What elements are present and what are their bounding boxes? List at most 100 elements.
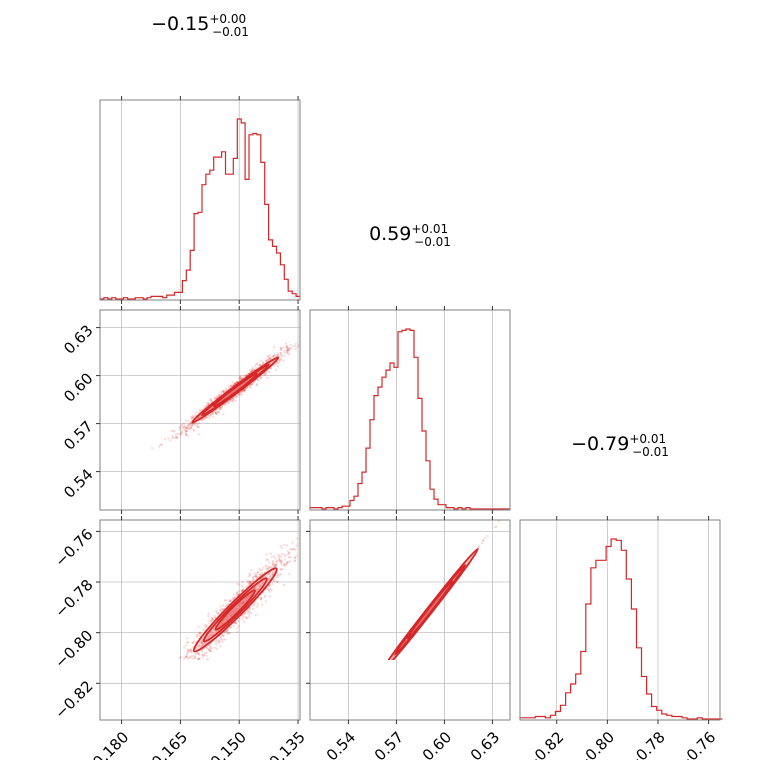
sample-point (385, 276, 387, 278)
contours-2-0 (192, 567, 278, 653)
sample-point (244, 374, 247, 377)
sample-point (189, 422, 192, 425)
sample-point (255, 384, 258, 387)
sample-point (194, 655, 197, 658)
sample-point (214, 411, 217, 415)
sample-point (237, 604, 240, 607)
sample-point (242, 389, 245, 392)
sample-point (201, 639, 204, 642)
sample-point (239, 384, 242, 387)
sample-point (236, 591, 239, 594)
sample-point (431, 606, 434, 609)
sample-point (200, 642, 203, 645)
sample-point (189, 649, 192, 652)
sample-point (286, 345, 289, 348)
sample-point (220, 622, 223, 625)
sample-point (226, 616, 230, 619)
sample-point (207, 401, 210, 405)
sample-point (386, 664, 388, 666)
sample-point (419, 620, 422, 623)
sample-point (270, 362, 273, 365)
sample-point (225, 604, 228, 607)
sample-point (249, 579, 252, 583)
sample-point (197, 426, 200, 429)
sample-point (482, 539, 485, 543)
sample-point (200, 640, 203, 644)
sample-point (276, 575, 279, 578)
sample-point (434, 602, 437, 605)
sample-point (194, 664, 196, 666)
sample-point (179, 426, 182, 429)
sample-point (240, 602, 243, 605)
sample-point (191, 414, 194, 417)
sample-point (261, 362, 264, 365)
sample-point (234, 608, 237, 611)
sample-point (244, 598, 247, 602)
sample-point (437, 598, 440, 601)
sample-point (231, 609, 234, 613)
sample-point (237, 624, 240, 628)
sample-point (432, 604, 435, 607)
sample-point (240, 589, 243, 592)
sample-point (232, 625, 235, 628)
sample-point (286, 561, 289, 564)
sample-point (198, 631, 201, 634)
sample-point (254, 574, 257, 577)
sample-point (189, 423, 192, 426)
sample-point (239, 605, 242, 608)
sample-point (274, 560, 278, 563)
sample-point (243, 389, 247, 392)
contour-middle (202, 577, 268, 643)
sample-point (191, 662, 193, 664)
sample-point (186, 641, 189, 645)
histogram-2 (519, 538, 723, 720)
sample-point (246, 611, 249, 614)
sample-point (283, 553, 286, 556)
sample-point (242, 601, 245, 605)
sample-point (198, 643, 201, 646)
sample-point (215, 610, 218, 613)
sample-point (218, 408, 221, 411)
sample-point (305, 330, 307, 332)
sample-point (430, 607, 433, 610)
sample-point (240, 376, 243, 379)
sample-point (194, 422, 197, 425)
sample-point (259, 377, 262, 380)
sample-point (425, 613, 428, 616)
sample-point (389, 660, 391, 662)
sample-point (222, 390, 225, 393)
sample-point (421, 618, 424, 622)
sample-point (242, 586, 245, 589)
sample-point (290, 548, 293, 551)
sample-point (159, 454, 161, 456)
x-tick-label: −0.180 (80, 728, 132, 760)
sample-point (265, 358, 268, 361)
sample-point (203, 641, 206, 645)
sample-point (190, 651, 193, 654)
sample-point (228, 612, 231, 616)
sample-point (303, 340, 305, 342)
sample-point (233, 382, 236, 385)
sample-point (163, 437, 167, 440)
sample-point (180, 431, 183, 434)
sample-point (278, 559, 281, 563)
sample-point (191, 641, 194, 645)
sample-point (269, 575, 272, 578)
sample-point (385, 667, 387, 669)
sample-point (272, 580, 275, 583)
sample-point (243, 597, 247, 601)
sample-point (238, 377, 242, 380)
sample-point (230, 614, 233, 617)
sample-point (227, 616, 230, 619)
sample-point (256, 589, 259, 592)
sample-point (382, 668, 384, 670)
sample-point (269, 575, 272, 578)
sample-point (279, 555, 282, 558)
sample-point (283, 543, 286, 547)
sample-point (425, 612, 429, 615)
sample-point (264, 575, 268, 579)
sample-point (239, 391, 242, 394)
sample-point (273, 353, 276, 356)
sample-point (292, 548, 295, 551)
sample-point (248, 580, 251, 584)
